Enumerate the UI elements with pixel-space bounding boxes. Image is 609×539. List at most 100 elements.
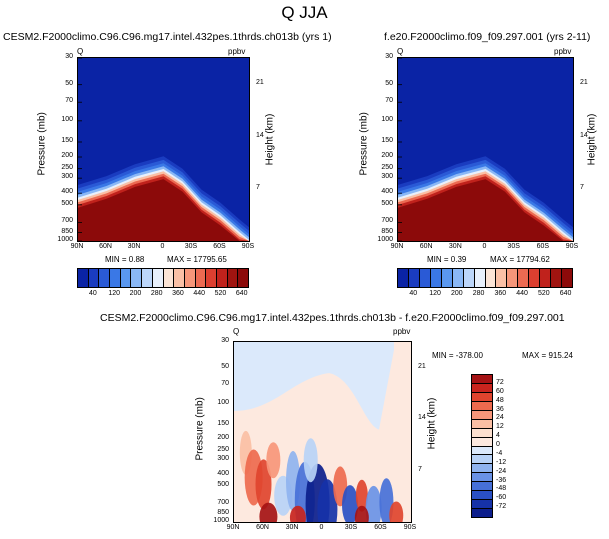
tl-xtick-label: 90N: [70, 243, 84, 250]
tr-colorbar-label: 280: [472, 290, 485, 297]
tl-colorbar-swatch: [78, 269, 89, 287]
tl-colorbar-label: 40: [89, 290, 97, 297]
tl-ytick-label: 70: [65, 97, 73, 105]
diff-anomaly-blob-15: [259, 502, 278, 522]
tl-colorbar-label: 360: [172, 290, 184, 297]
bd-ytick-label: 30: [221, 337, 229, 344]
bd-ytick-label: 150: [217, 419, 229, 427]
diff-polar-positive-strip: [394, 342, 411, 522]
bd-ytick-label: 1000: [213, 517, 229, 524]
diff-plot-area: [233, 341, 412, 523]
diff-anomaly-blob-18: [389, 501, 404, 522]
diff-colorbar-label: 12: [496, 423, 504, 431]
tr-colorbar-swatch: [507, 269, 519, 287]
diff-colorbar-label: 60: [496, 387, 504, 395]
diff-colorbar-label: 0: [496, 441, 500, 448]
diff-var-label: Q: [233, 327, 240, 336]
diff-colorbar-swatch: [472, 428, 492, 438]
tl-colorbar-swatch: [110, 269, 121, 287]
diff-colorbar-label: -12: [496, 458, 507, 466]
tr-ytick-label: 500: [381, 199, 393, 207]
bd-ytick-label: 50: [221, 363, 229, 371]
tl-colorbar-label: 640: [235, 290, 248, 297]
top-left-min-label: MIN = 0.88: [105, 255, 145, 264]
bd-xtick-label: 60S: [374, 524, 387, 531]
top-right-colorbar: [397, 268, 573, 288]
tr-xtick-label: 90S: [565, 243, 579, 250]
bd-ytick-label: 850: [217, 508, 229, 516]
diff-colorbar-swatch: [472, 500, 492, 510]
diff-chart-title: CESM2.F2000climo.C96.C96.mg17.intel.432p…: [100, 312, 565, 324]
tl-colorbar-swatch: [206, 269, 217, 287]
tl-xtick-label: 30N: [127, 243, 141, 250]
bd-xtick-label: 90N: [226, 524, 240, 531]
tr-colorbar-swatch: [430, 269, 442, 287]
bd-xtick-label: 30S: [344, 524, 358, 531]
top-right-chart-title: f.e20.F2000climo.f09_f09.297.001 (yrs 2-…: [384, 31, 591, 43]
tr-ytick-label: 400: [381, 188, 393, 196]
tr-colorbar-label: 200: [450, 290, 463, 297]
tl-y2tick-label: 21: [256, 79, 264, 87]
diff-anomaly-blob-13: [365, 485, 382, 522]
tr-ytick-label: 70: [385, 97, 393, 105]
tr-xtick-label: 30S: [507, 243, 520, 250]
diff-anomaly-blob-16: [289, 505, 306, 522]
diff-colorbar-label: 36: [496, 405, 504, 413]
tl-ytick-label: 850: [61, 227, 73, 235]
top-right-y2label: Height (km): [586, 113, 598, 166]
diff-heatmap: [234, 342, 411, 522]
tl-colorbar-label: 200: [129, 290, 142, 297]
top-right-max-label: MAX = 17794.62: [490, 255, 550, 264]
tl-ytick-label: 250: [61, 163, 73, 171]
tr-colorbar-swatch: [441, 269, 453, 287]
tr-colorbar-label: 360: [494, 290, 507, 297]
diff-colorbar-swatch: [472, 482, 492, 492]
top-left-heatmap: [78, 58, 249, 241]
tr-ytick-label: 150: [381, 136, 393, 144]
diff-colorbar-swatch: [472, 509, 492, 517]
tl-colorbar-swatch: [238, 269, 248, 287]
tr-colorbar-swatch: [398, 269, 409, 287]
tr-ytick-label: 1000: [377, 236, 393, 243]
diff-colorbar-swatch: [472, 419, 492, 429]
tl-xtick-label: 0: [160, 243, 165, 250]
top-right-min-label: MIN = 0.39: [427, 255, 467, 264]
top-left-var-label: Q: [77, 47, 84, 56]
diff-anomaly-blob-8: [317, 479, 338, 522]
tr-ytick-label: 300: [381, 173, 393, 181]
tr-colorbar-swatch: [496, 269, 508, 287]
tr-colorbar-swatch: [474, 269, 486, 287]
tl-ytick-label: 50: [65, 79, 73, 87]
diff-colorbar-label: -4: [496, 449, 503, 457]
tl-colorbar-swatch: [152, 269, 164, 287]
tl-ytick-label: 30: [65, 53, 73, 60]
figure-title: Q JJA: [281, 3, 328, 22]
tr-ytick-label: 850: [381, 227, 393, 235]
diff-anomaly-blob-12: [355, 479, 368, 512]
tl-xtick-label: 30S: [184, 243, 198, 250]
tr-colorbar-swatch: [463, 269, 475, 287]
tl-ytick-label: 200: [61, 152, 73, 159]
diff-colorbar-label: -48: [496, 485, 507, 493]
top-left-y2label: Height (km): [264, 113, 276, 166]
tr-y2tick-label: 7: [580, 183, 584, 191]
diff-min-label: MIN = -378.00: [432, 351, 483, 360]
diff-y2label: Height (km): [426, 397, 438, 450]
bd-ytick-label: 250: [217, 445, 229, 453]
bd-xtick-label: 30N: [285, 524, 299, 531]
tl-colorbar-swatch: [195, 269, 207, 287]
diff-colorbar-swatch: [472, 392, 492, 402]
diff-colorbar-swatch: [472, 410, 492, 420]
tr-colorbar-swatch: [419, 269, 431, 287]
bd-y2tick-label: 7: [418, 465, 422, 473]
tr-ytick-label: 50: [385, 79, 393, 87]
top-left-max-label: MAX = 17795.65: [167, 255, 227, 264]
tr-colorbar-swatch: [452, 269, 464, 287]
tr-y2tick-label: 14: [580, 131, 588, 139]
tl-colorbar-swatch: [216, 269, 228, 287]
tl-colorbar-swatch: [227, 269, 239, 287]
tl-colorbar-swatch: [184, 269, 196, 287]
tl-colorbar-swatch: [142, 269, 153, 287]
diff-colorbar-swatch: [472, 464, 492, 474]
tr-colorbar-label: 40: [409, 290, 418, 297]
